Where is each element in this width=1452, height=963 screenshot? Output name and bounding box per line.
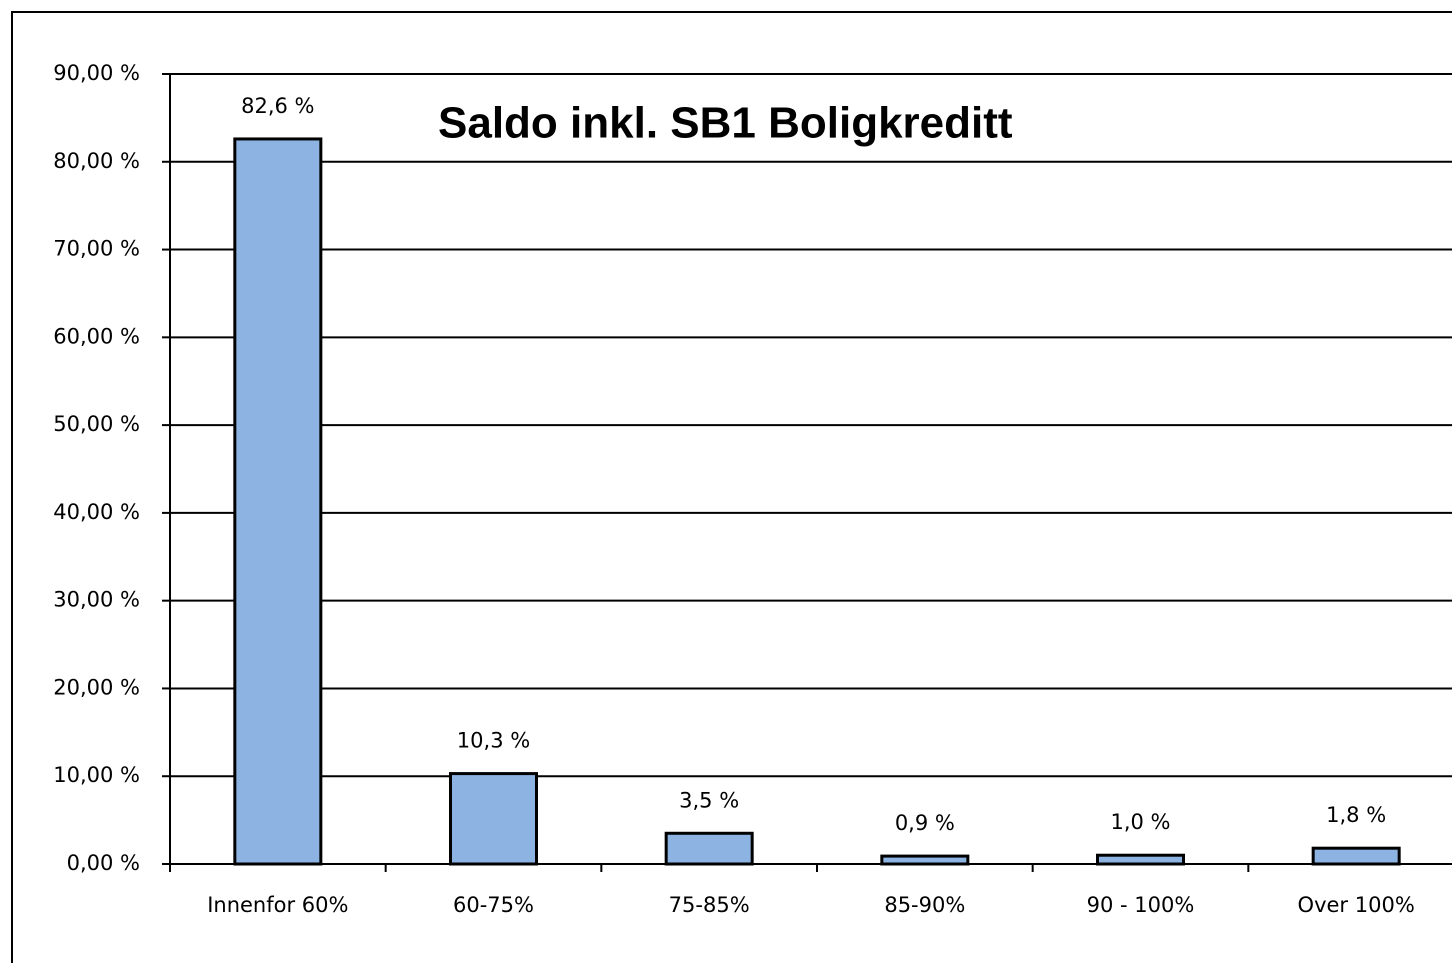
value-label: 10,3 % bbox=[457, 729, 530, 753]
bar bbox=[449, 772, 538, 866]
y-tick-label: 70,00 % bbox=[53, 237, 140, 261]
x-tick-label: Over 100% bbox=[1298, 893, 1415, 917]
y-tick-label: 90,00 % bbox=[53, 61, 140, 85]
x-tick-label: 75-85% bbox=[669, 893, 750, 917]
value-label: 82,6 % bbox=[241, 94, 314, 118]
y-tick-label: 10,00 % bbox=[53, 763, 140, 787]
x-tick-label: 60-75% bbox=[453, 893, 534, 917]
x-tick-label: 85-90% bbox=[884, 893, 965, 917]
bar bbox=[1311, 846, 1401, 866]
value-label: 1,0 % bbox=[1110, 810, 1170, 834]
value-label: 1,8 % bbox=[1326, 803, 1386, 827]
bar bbox=[664, 831, 754, 866]
y-tick-label: 40,00 % bbox=[53, 500, 140, 524]
bar bbox=[1096, 853, 1185, 866]
x-tick-label: 90 - 100% bbox=[1087, 893, 1195, 917]
y-tick-label: 30,00 % bbox=[53, 588, 140, 612]
chart-frame bbox=[11, 11, 1452, 963]
bar bbox=[233, 137, 323, 866]
y-tick-label: 20,00 % bbox=[53, 675, 140, 699]
chart-title: Saldo inkl. SB1 Boligkreditt bbox=[438, 99, 1013, 148]
y-tick-label: 60,00 % bbox=[53, 324, 140, 348]
y-tick-label: 0,00 % bbox=[67, 851, 140, 875]
value-label: 0,9 % bbox=[895, 811, 955, 835]
value-label: 3,5 % bbox=[679, 788, 739, 812]
x-tick-label: Innenfor 60% bbox=[207, 893, 348, 917]
y-tick-label: 80,00 % bbox=[53, 149, 140, 173]
bar bbox=[880, 854, 970, 866]
y-tick-label: 50,00 % bbox=[53, 412, 140, 436]
